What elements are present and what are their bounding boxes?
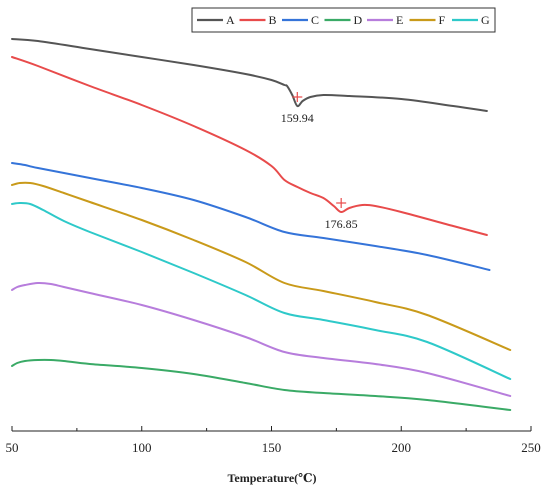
- legend-label-g: G: [481, 13, 490, 27]
- series-line-b: [11, 56, 488, 236]
- x-axis-title: Temperature(℃): [227, 471, 316, 485]
- x-tick-label: 250: [521, 440, 541, 455]
- legend-label-f: F: [439, 13, 446, 27]
- peak-annotations: 159.94 176.85: [281, 92, 358, 231]
- legend-label-c: C: [311, 13, 319, 27]
- x-tick-label: 50: [6, 440, 19, 455]
- legend: A B C D E F G: [191, 7, 496, 33]
- series-line-d: [11, 358, 512, 411]
- x-tick-label: 150: [262, 440, 282, 455]
- series-line-c: [11, 162, 491, 271]
- legend-items: A B C D E F G: [197, 13, 490, 27]
- peak-label: 176.85: [325, 217, 358, 231]
- legend-label-d: D: [354, 13, 363, 27]
- series-line-e: [11, 281, 512, 397]
- x-axis-ticks: 50 100 150 200 250: [6, 426, 541, 455]
- x-tick-label: 200: [392, 440, 412, 455]
- legend-label-e: E: [396, 13, 403, 27]
- peak-label: 159.94: [281, 111, 314, 125]
- x-tick-label: 100: [132, 440, 152, 455]
- series-line-a: [11, 38, 488, 112]
- legend-label-a: A: [226, 13, 235, 27]
- legend-label-b: B: [269, 13, 277, 27]
- series-lines: [11, 38, 512, 411]
- series-line-g: [11, 201, 512, 380]
- series-line-f: [11, 181, 512, 351]
